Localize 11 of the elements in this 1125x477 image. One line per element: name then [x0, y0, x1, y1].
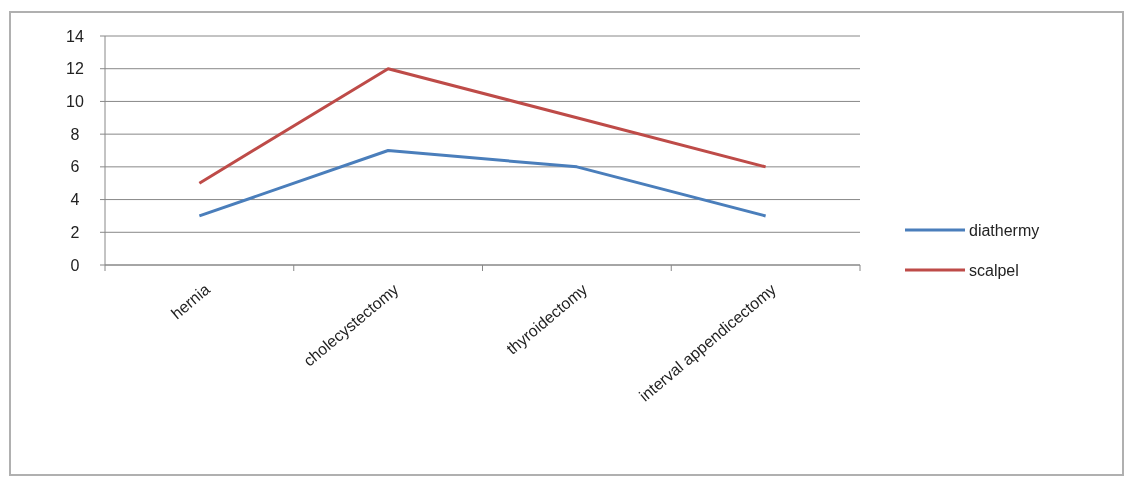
y-tick-label: 12 — [66, 60, 84, 78]
y-tick-label: 0 — [70, 256, 80, 274]
y-tick-label: 8 — [70, 125, 80, 143]
y-tick-label: 4 — [70, 191, 80, 209]
y-tick-label: 6 — [70, 158, 80, 176]
legend-label: diathermy — [969, 221, 1040, 239]
y-tick-label: 2 — [70, 223, 80, 241]
y-tick-label: 14 — [66, 27, 84, 45]
line-series — [197, 67, 768, 185]
legend-label: scalpel — [969, 261, 1019, 279]
y-tick-label: 10 — [66, 93, 84, 111]
